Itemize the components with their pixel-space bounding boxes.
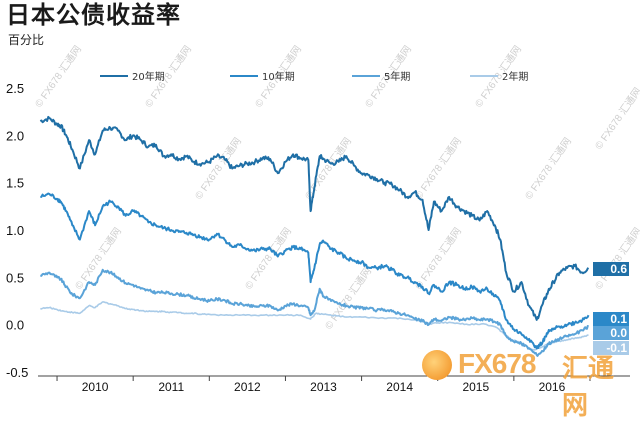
end-label-value: 0.1 (610, 312, 627, 326)
logo-cn-text: 汇通网 (562, 354, 615, 421)
yield-line-chart: © FX678 汇通网 © FX678 汇通网 © FX678 汇通网 © FX678… (6, 43, 640, 394)
y-tick-label: 1.0 (6, 223, 24, 238)
end-value-labels: 0.6 0.10.0-0.1 (593, 262, 629, 355)
y-axis-unit-label: 百分比 (8, 33, 45, 47)
logo-emblem-icon (422, 350, 452, 380)
y-tick-label: 2.5 (6, 81, 24, 96)
legend-label: 5年期 (384, 70, 410, 83)
series-line-2年期 (40, 301, 589, 352)
end-label-box (593, 312, 629, 326)
series-line-5年期 (39, 268, 590, 357)
logo-fx678-text: FX678 (458, 348, 536, 379)
watermark-text: © FX678 汇通网 (592, 85, 640, 152)
end-label-value: 0.0 (610, 326, 627, 340)
watermark-text: © FX678 汇通网 (522, 135, 574, 202)
end-label-box (593, 262, 629, 276)
end-label-value: 0.6 (610, 262, 627, 276)
x-tick-label: 2010 (82, 380, 109, 394)
y-tick-label: 0.5 (6, 270, 24, 285)
chart-title: 日本公债收益率 (6, 1, 181, 29)
legend-label: 20年期 (132, 70, 165, 83)
watermark-text: © FX678 汇通网 (242, 225, 294, 292)
end-label-value: -0.1 (606, 341, 627, 355)
x-tick-label: 2012 (234, 380, 261, 394)
legend: 20年期 10年期 5年期 2年期 (100, 70, 528, 83)
y-tick-label: 2.0 (6, 128, 24, 143)
y-tick-label: 1.5 (6, 176, 24, 191)
end-label-box (593, 341, 629, 355)
y-axis: 2.5 2.0 1.5 1.0 0.5 0.0 -0.5 (6, 81, 28, 380)
x-tick-label: 2013 (310, 380, 337, 394)
x-tick-label: 2011 (158, 380, 184, 394)
legend-label: 10年期 (262, 70, 295, 83)
end-label-box (593, 326, 629, 340)
x-tick-label: 2014 (386, 380, 413, 394)
watermark-text: © FX678 汇通网 (192, 135, 244, 202)
y-tick-label: 0.0 (6, 318, 24, 333)
series-lines (39, 115, 590, 357)
watermark-text: © FX678 汇通网 (412, 225, 464, 292)
x-axis: 2010 2011 2012 2013 2014 2015 2016 (38, 375, 630, 394)
x-tick-label: 2015 (462, 380, 489, 394)
legend-label: 2年期 (502, 70, 528, 83)
watermark-text: © FX678 汇通网 (592, 225, 640, 292)
series-line-10年期 (40, 192, 590, 350)
y-tick-label: -0.5 (6, 365, 28, 380)
watermark-text: © FX678 汇通网 (412, 135, 464, 202)
fx678-logo: FX678 汇通网 (416, 346, 626, 421)
watermark-text: © FX678 汇通网 (32, 43, 84, 110)
x-tick-label: 2016 (539, 380, 566, 394)
series-line-20年期 (39, 115, 590, 321)
